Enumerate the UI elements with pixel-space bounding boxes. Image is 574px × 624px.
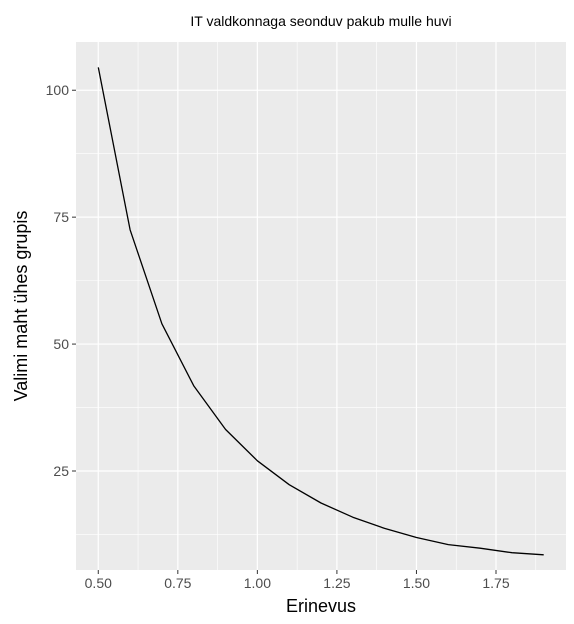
- grid-major: [76, 42, 566, 570]
- plot-panel: [76, 42, 566, 570]
- y-tick-label: 100: [46, 82, 70, 98]
- chart-title: IT valdkonnaga seonduv pakub mulle huvi: [190, 13, 451, 29]
- x-tick-label: 1.25: [323, 575, 350, 591]
- x-tick-label: 1.00: [244, 575, 271, 591]
- x-tick-label: 1.50: [403, 575, 430, 591]
- y-axis-title: Valimi maht ühes grupis: [11, 211, 31, 402]
- y-axis: 25 50 75 100: [46, 82, 76, 479]
- x-tick-label: 1.75: [482, 575, 509, 591]
- series-line: [97, 67, 544, 556]
- x-tick-label: 0.75: [164, 575, 191, 591]
- grid-minor: [76, 42, 566, 570]
- y-tick-label: 25: [53, 463, 69, 479]
- series-layer: [97, 67, 544, 556]
- y-tick-label: 50: [53, 336, 69, 352]
- x-axis-title: Erinevus: [286, 596, 356, 616]
- x-tick-label: 0.50: [85, 575, 112, 591]
- x-axis: 0.50 0.75 1.00 1.25 1.50 1.75: [85, 570, 510, 591]
- y-tick-label: 75: [53, 209, 69, 225]
